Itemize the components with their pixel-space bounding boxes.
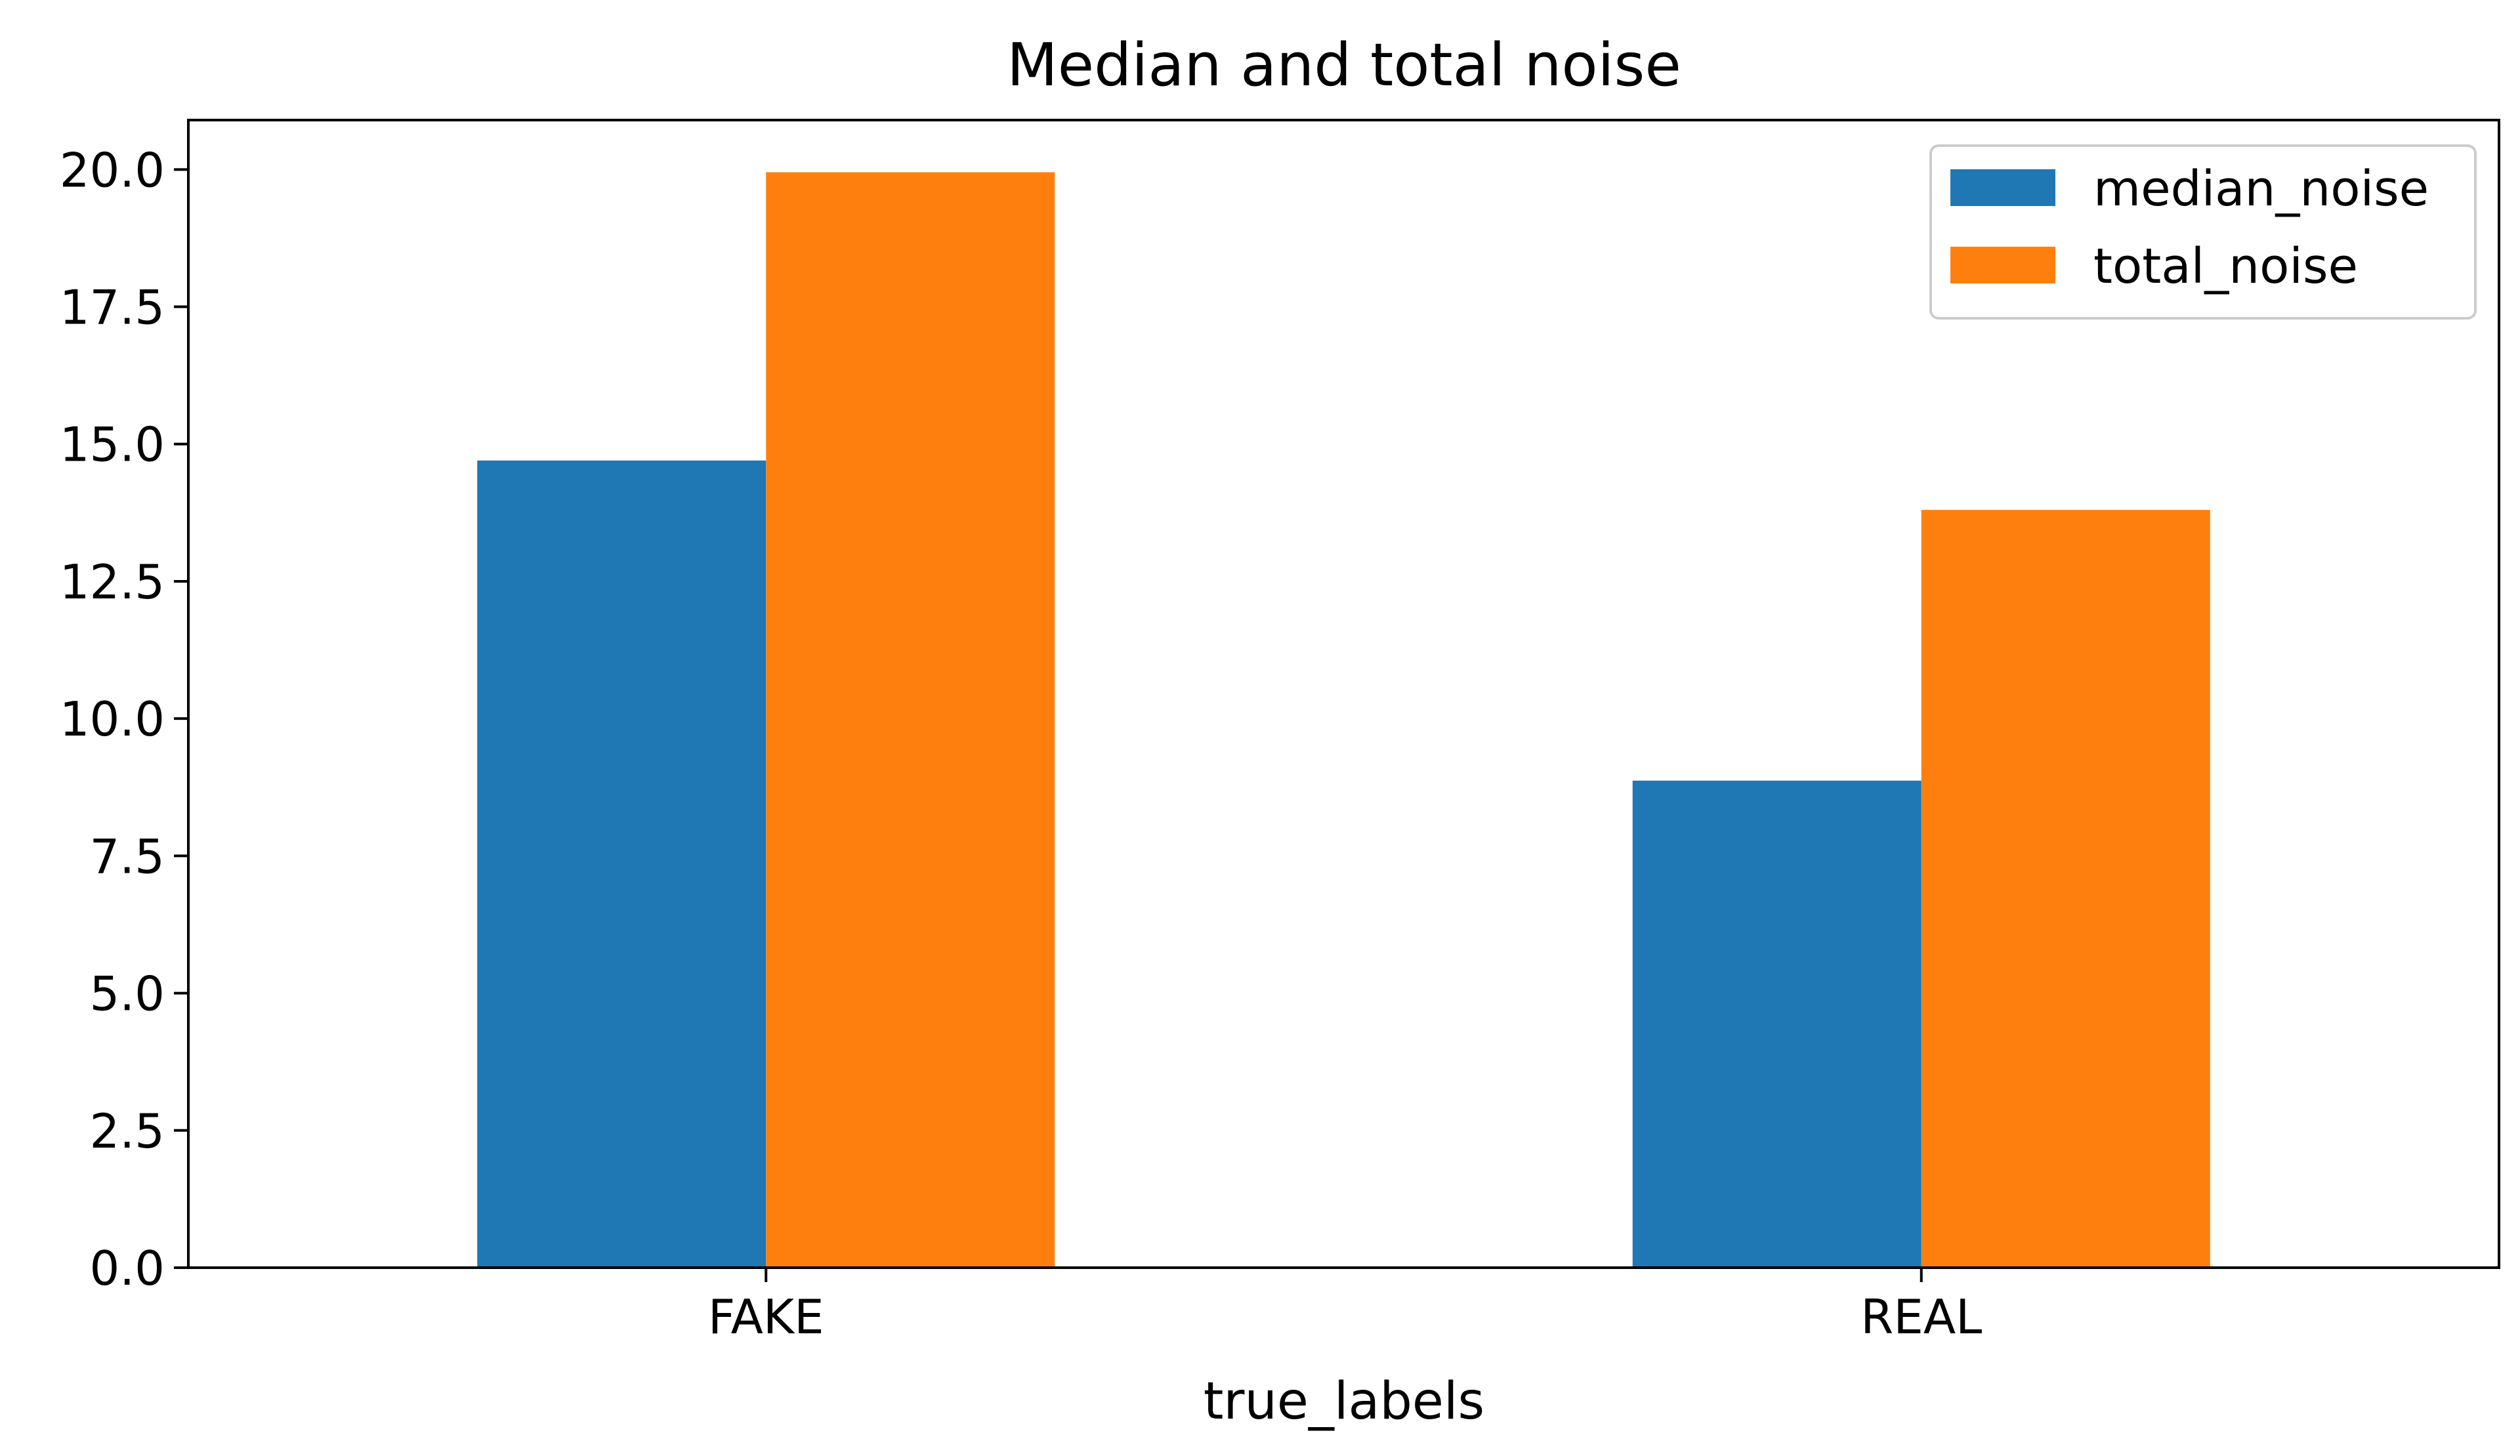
y-tick-label: 5.0 — [89, 967, 165, 1022]
x-axis-label: true_labels — [1204, 1372, 1484, 1431]
plot-area: 0.0 2.5 5.0 7.5 10.0 12.5 15.0 17.5 20.0 FAKE REAL — [60, 119, 2500, 1344]
legend-swatch-total-noise — [1950, 247, 2055, 283]
chart-title: Median and total noise — [1007, 31, 1681, 100]
legend: median_noise total_noise — [1929, 144, 2477, 320]
y-tick-label: 2.5 — [89, 1104, 165, 1159]
y-tick-label: 20.0 — [60, 142, 165, 198]
y-tick-label: 10.0 — [60, 692, 165, 747]
y-tick-label: 15.0 — [60, 417, 165, 472]
bar-fake-total-noise — [766, 172, 1055, 1268]
y-tick-label: 12.5 — [60, 554, 165, 610]
legend-frame — [1929, 144, 2477, 320]
plot-frame — [187, 119, 2500, 1269]
y-tick-label: 7.5 — [89, 829, 165, 884]
y-tick-label: 17.5 — [60, 280, 165, 335]
bar-fake-median-noise — [477, 460, 766, 1268]
bar-real-total-noise — [1921, 510, 2210, 1268]
bar-real-median-noise — [1632, 780, 1922, 1268]
legend-label-total-noise: total_noise — [2093, 238, 2358, 295]
legend-label-median-noise: median_noise — [2093, 161, 2429, 217]
legend-swatch-median-noise — [1950, 169, 2055, 206]
x-tick-label: REAL — [1860, 1289, 1982, 1344]
x-tick-label: FAKE — [708, 1289, 824, 1344]
y-tick-label: 0.0 — [89, 1241, 165, 1296]
